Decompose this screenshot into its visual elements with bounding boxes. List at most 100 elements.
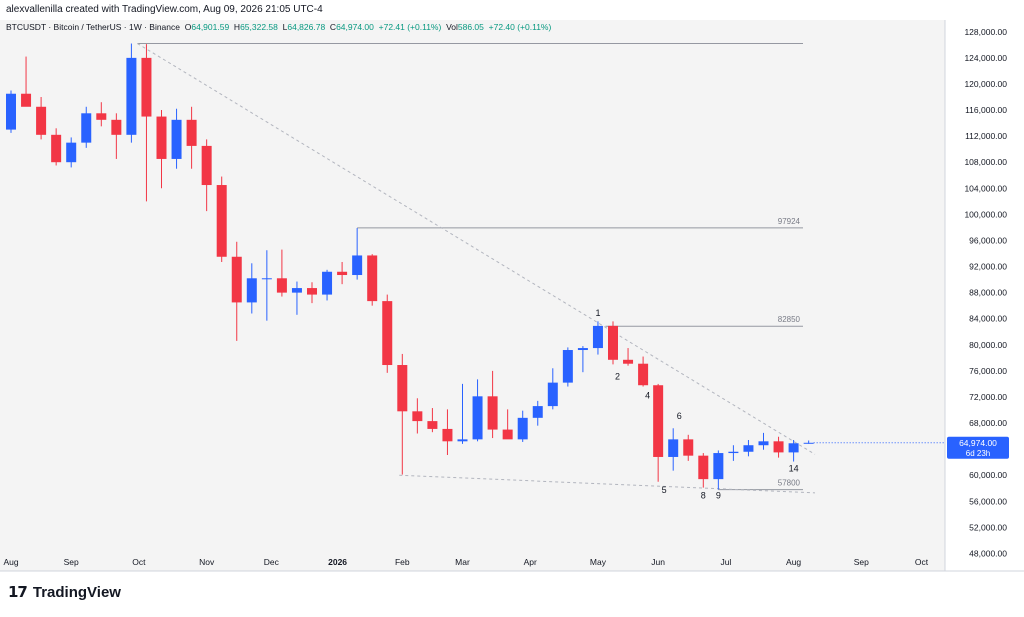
symbol-info[interactable]: BTCUSDT · Bitcoin / TetherUS · 1W · Bina… (6, 22, 180, 32)
candle-body[interactable] (111, 119, 122, 135)
candle-body[interactable] (427, 421, 438, 429)
candle-body[interactable] (96, 113, 107, 120)
candle-body[interactable] (592, 325, 603, 349)
candle[interactable] (412, 398, 423, 434)
candle[interactable] (382, 294, 393, 373)
candle[interactable] (21, 56, 32, 107)
candle[interactable] (487, 370, 498, 439)
candle[interactable] (66, 137, 77, 168)
candle-body[interactable] (502, 429, 513, 440)
candle-body[interactable] (577, 348, 588, 351)
candle-body[interactable] (653, 385, 664, 457)
candle[interactable] (261, 250, 272, 321)
candle[interactable] (156, 110, 167, 189)
candle[interactable] (307, 282, 317, 304)
candle[interactable] (276, 249, 287, 297)
candle[interactable] (397, 353, 408, 475)
candle-body[interactable] (608, 325, 618, 360)
candle[interactable] (201, 139, 212, 212)
candle-body[interactable] (457, 439, 468, 442)
candle[interactable] (442, 409, 453, 456)
candle[interactable] (592, 321, 603, 355)
candle[interactable] (81, 106, 92, 148)
candle[interactable] (291, 281, 302, 315)
candle[interactable] (668, 428, 679, 471)
candle[interactable] (773, 436, 784, 458)
candle[interactable] (713, 450, 724, 490)
candle[interactable] (36, 96, 47, 140)
candle[interactable] (171, 108, 182, 169)
candle-body[interactable] (21, 93, 32, 107)
candle-body[interactable] (788, 443, 799, 453)
candle[interactable] (231, 241, 242, 341)
candle-body[interactable] (758, 441, 769, 446)
candle-body[interactable] (698, 455, 709, 480)
candle[interactable] (367, 254, 378, 306)
candle[interactable] (6, 90, 16, 133)
candle-body[interactable] (246, 278, 257, 303)
candle[interactable] (457, 383, 468, 444)
candle-body[interactable] (201, 145, 212, 186)
candle-body[interactable] (547, 382, 558, 407)
candle-body[interactable] (307, 288, 317, 295)
candle[interactable] (653, 383, 664, 482)
candle[interactable] (547, 368, 558, 410)
candle-body[interactable] (126, 57, 137, 135)
candle[interactable] (216, 176, 227, 262)
price-axis[interactable]: 48,000.0052,000.0056,000.0060,000.0064,0… (964, 27, 1007, 559)
candle-body[interactable] (412, 411, 423, 422)
candle-body[interactable] (352, 255, 363, 276)
candle-body[interactable] (216, 185, 227, 257)
candle[interactable] (96, 102, 107, 127)
candle[interactable] (532, 400, 543, 426)
candle-body[interactable] (562, 350, 573, 383)
candle-body[interactable] (367, 255, 378, 302)
candle-body[interactable] (6, 93, 16, 130)
candle-body[interactable] (337, 271, 348, 276)
candle-body[interactable] (743, 445, 754, 452)
candle[interactable] (623, 348, 634, 366)
candle[interactable] (683, 434, 694, 461)
candle[interactable] (111, 113, 122, 159)
candle-body[interactable] (322, 271, 333, 295)
candle[interactable] (743, 440, 754, 457)
candle[interactable] (337, 261, 348, 285)
candle[interactable] (51, 128, 62, 166)
candle-body[interactable] (803, 442, 814, 444)
tradingview-logo[interactable]: 17 TradingView (8, 583, 121, 601)
candle-body[interactable] (66, 142, 77, 163)
candle[interactable] (577, 346, 588, 373)
candle-body[interactable] (442, 428, 453, 442)
candle[interactable] (698, 453, 709, 488)
candle-body[interactable] (397, 365, 408, 412)
candle-body[interactable] (171, 119, 182, 159)
candle-body[interactable] (623, 359, 634, 364)
candle-body[interactable] (638, 363, 649, 386)
candle[interactable] (517, 410, 528, 442)
candle[interactable] (758, 432, 769, 450)
candle-body[interactable] (668, 439, 679, 457)
candle-body[interactable] (261, 278, 272, 280)
candle[interactable] (728, 445, 739, 461)
candle[interactable] (427, 408, 438, 433)
candle-body[interactable] (156, 116, 167, 159)
candle-body[interactable] (276, 278, 287, 293)
candle[interactable] (803, 440, 814, 444)
candle-body[interactable] (186, 119, 197, 146)
candle-body[interactable] (773, 441, 784, 453)
candle[interactable] (246, 263, 257, 314)
time-axis[interactable]: Aug Sep Oct Nov Dec 2026 Feb Mar Apr May Jun Jul Aug… (3, 557, 928, 567)
candle-body[interactable] (728, 451, 739, 454)
candle[interactable] (472, 379, 483, 442)
candle[interactable] (322, 269, 333, 301)
candle-body[interactable] (472, 396, 483, 440)
candle-body[interactable] (36, 106, 47, 135)
candle-body[interactable] (532, 406, 543, 418)
candle[interactable] (126, 43, 137, 143)
candle[interactable] (608, 321, 618, 365)
candle-body[interactable] (81, 113, 92, 143)
candles[interactable] (6, 43, 814, 490)
candle-body[interactable] (683, 439, 694, 456)
